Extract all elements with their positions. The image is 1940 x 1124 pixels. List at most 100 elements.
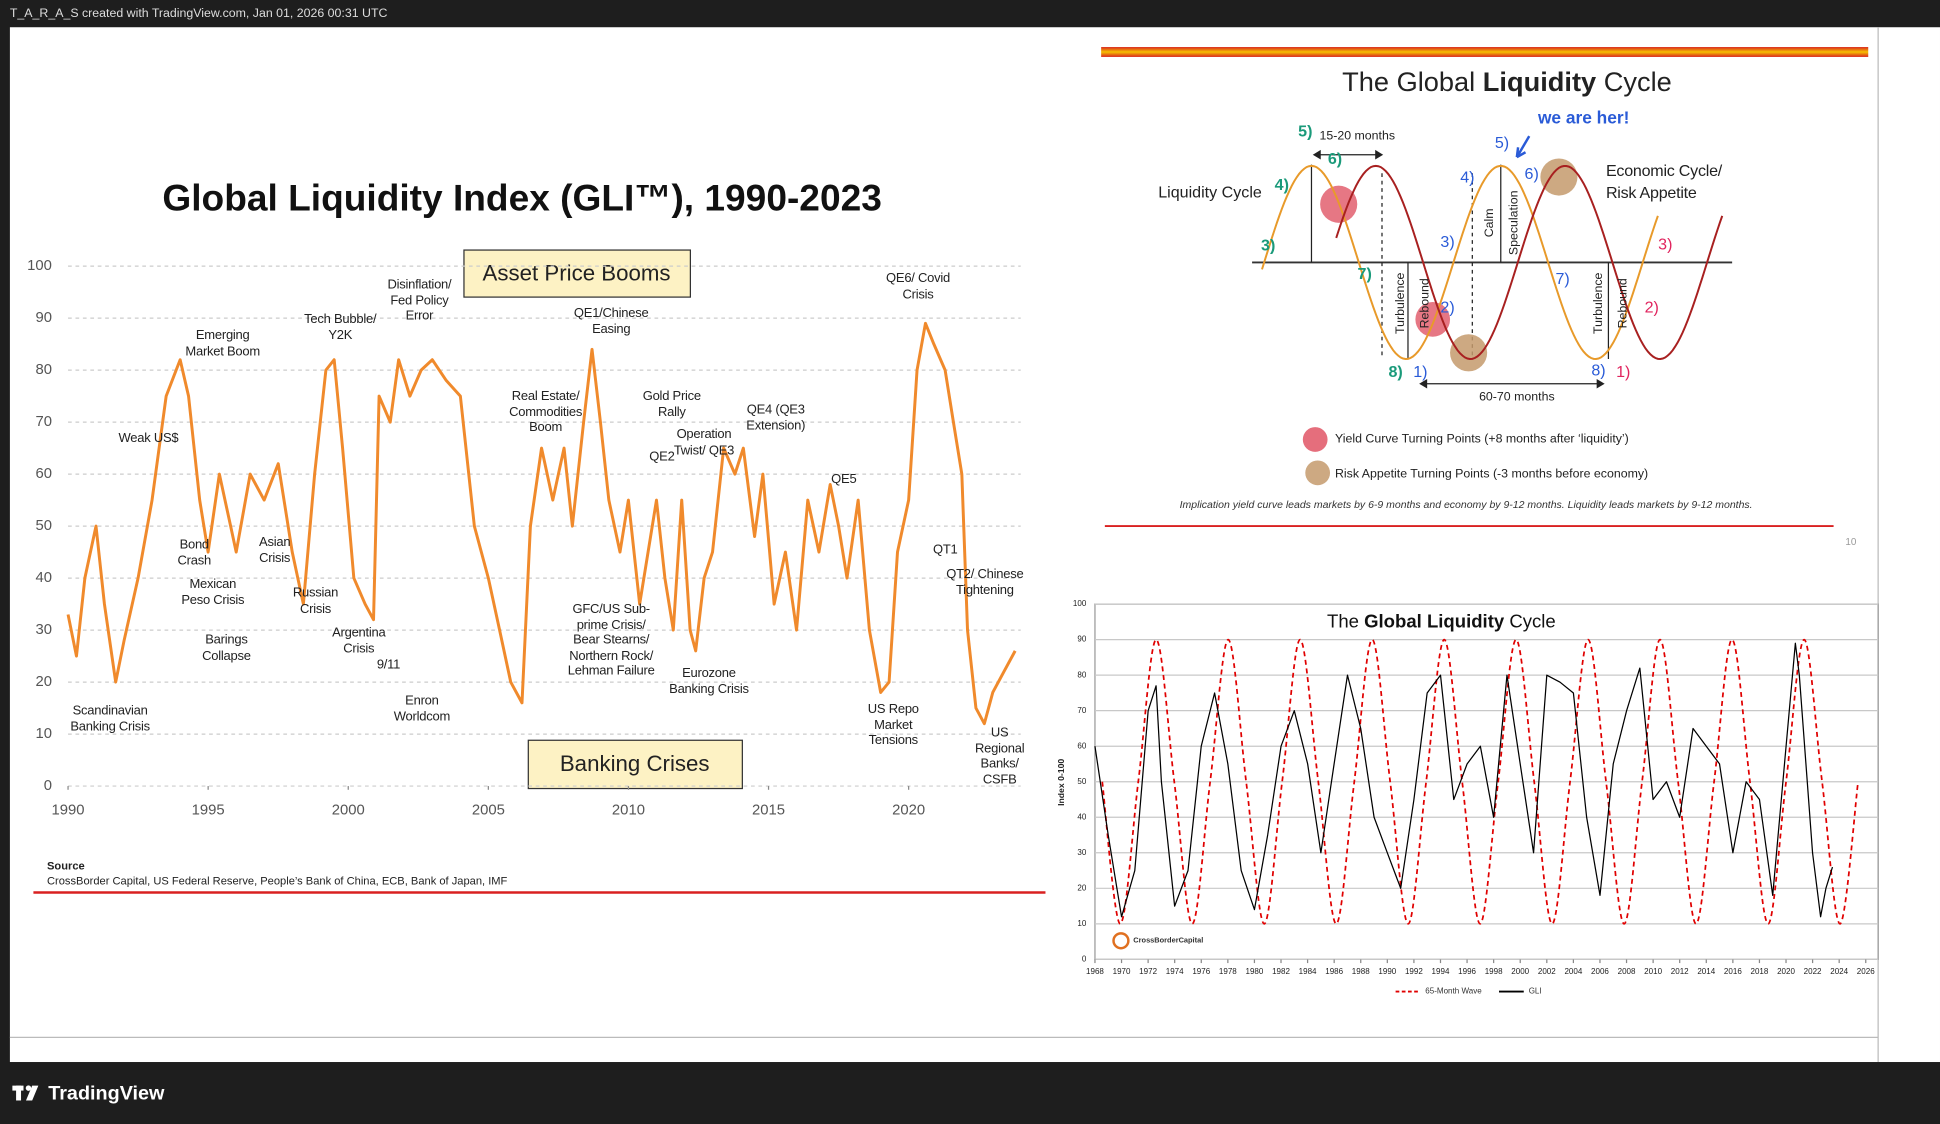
y-tick-label: 90 xyxy=(35,310,52,326)
y-tick-label: 100 xyxy=(27,258,52,274)
top-bar xyxy=(0,0,1940,28)
legend-label: GLI xyxy=(1529,987,1542,996)
logo-mark xyxy=(1112,932,1130,950)
phase-label: Calm xyxy=(1482,208,1496,237)
x-tick-label: 2004 xyxy=(1564,967,1582,976)
footer-brand: TradingView xyxy=(48,1083,165,1105)
chart-title: Global Liquidity Index (GLI™), 1990-2023 xyxy=(162,176,881,218)
phase-label: Turbulence xyxy=(1591,272,1605,334)
phase-label: Speculation xyxy=(1507,190,1521,255)
phase-label: Rebound xyxy=(1418,278,1432,328)
x-tick-label: 1970 xyxy=(1113,967,1131,976)
annotation: QE4 (QE3 Extension) xyxy=(746,402,806,433)
x-tick-label: 1984 xyxy=(1299,967,1317,976)
legend-label: 65-Month Wave xyxy=(1425,987,1482,996)
pointer-arrow xyxy=(1515,135,1531,159)
annotation: QE2 xyxy=(649,449,675,465)
annotation: QE5 xyxy=(831,471,857,487)
x-tick-label: 2010 xyxy=(612,803,645,819)
y-tick-label: 80 xyxy=(1077,670,1086,679)
annotation: Bond Crash xyxy=(177,537,212,568)
diagram-label: Economic Cycle/ Risk Appetite xyxy=(1605,160,1723,202)
page-number: 10 xyxy=(1845,537,1856,548)
x-tick-label: 2010 xyxy=(1644,967,1662,976)
annotation: Mexican Peso Crisis xyxy=(181,576,245,608)
diagram-label: 3) xyxy=(1440,233,1454,251)
y-axis-label: Index 0-100 xyxy=(1056,759,1066,806)
tv-logo xyxy=(12,1085,39,1101)
diagram-label: 60-70 months xyxy=(1479,390,1555,404)
x-tick-label: 1990 xyxy=(1378,967,1396,976)
annotation: QE6/ Covid Crisis xyxy=(886,271,951,302)
y-tick-label: 30 xyxy=(35,622,52,638)
x-tick-label: 2016 xyxy=(1724,967,1742,976)
x-tick-label: 2020 xyxy=(1777,967,1795,976)
annotation: US Regional Banks/ CSFB xyxy=(975,725,1025,787)
diagram-label: 1) xyxy=(1413,363,1427,381)
diagram-label: 8) xyxy=(1591,362,1605,380)
x-tick-label: 2018 xyxy=(1751,967,1769,976)
y-tick-label: 0 xyxy=(1082,954,1087,963)
y-tick-label: 10 xyxy=(35,726,52,742)
annotation: Eurozone Banking Crisis xyxy=(669,665,749,697)
annotation: QT1 xyxy=(932,542,958,558)
annotation: Weak US$ xyxy=(118,430,179,446)
y-tick-label: 40 xyxy=(1077,812,1086,821)
x-tick-label: 1996 xyxy=(1458,967,1476,976)
y-tick-label: 20 xyxy=(1077,883,1086,892)
annotation: 9/11 xyxy=(376,657,401,673)
diagram-label: 6) xyxy=(1328,150,1342,168)
cycle-wave xyxy=(1335,164,1724,360)
diagram-label: 5) xyxy=(1495,134,1509,152)
y-tick-label: 30 xyxy=(1077,848,1086,857)
data-line xyxy=(66,321,1017,726)
diagram-label: 6) xyxy=(1525,165,1539,183)
diagram-label: 1) xyxy=(1616,363,1630,381)
annotation: Gold Price Rally xyxy=(642,388,701,420)
x-tick-label: 1995 xyxy=(192,803,225,819)
annotation: Real Estate/ Commodities Boom xyxy=(509,388,583,435)
diagram-label: 4) xyxy=(1275,176,1289,194)
annotation: Emerging Market Boom xyxy=(185,328,260,359)
x-tick-label: 2002 xyxy=(1538,967,1556,976)
x-tick-label: 2012 xyxy=(1671,967,1689,976)
x-tick-label: 1990 xyxy=(52,803,85,819)
chart-title: The Global Liquidity Cycle xyxy=(1327,611,1556,632)
x-tick-label: 2008 xyxy=(1618,967,1636,976)
phase-label: Turbulence xyxy=(1393,272,1407,334)
turning-points xyxy=(1302,158,1578,486)
annotation: US Repo Market Tensions xyxy=(867,701,919,748)
annotation: Tech Bubble/ Y2K xyxy=(304,311,377,343)
x-tick-label: 2014 xyxy=(1697,967,1715,976)
x-tick-label: 1974 xyxy=(1166,967,1184,976)
x-tick-label: 1982 xyxy=(1272,967,1290,976)
diagram-label: 8) xyxy=(1388,363,1402,381)
x-tick-label: 2022 xyxy=(1804,967,1822,976)
y-tick-label: 90 xyxy=(1077,635,1086,644)
y-tick-label: 50 xyxy=(35,518,52,534)
annotation: Russian Crisis xyxy=(292,585,339,616)
x-tick-label: 2000 xyxy=(332,803,365,819)
source-label: Source xyxy=(47,860,85,872)
logo-text: CrossBorderCapital xyxy=(1133,936,1203,945)
x-tick-label: 2015 xyxy=(752,803,785,819)
x-tick-label: 1994 xyxy=(1432,967,1450,976)
diagram-label: 7) xyxy=(1358,265,1372,283)
annotation: Enron Worldcom xyxy=(393,693,451,724)
source: CrossBorder Capital, US Federal Reserve,… xyxy=(47,875,508,887)
x-tick-label: 2005 xyxy=(472,803,505,819)
legend-text: Yield Curve Turning Points (+8 months af… xyxy=(1335,432,1629,446)
diagram-label: 7) xyxy=(1555,270,1569,288)
diagram-label: 5) xyxy=(1298,123,1312,141)
x-tick-label: 2024 xyxy=(1830,967,1848,976)
annotation: Asian Crisis xyxy=(259,534,291,566)
annotation: Operation Twist/ QE3 xyxy=(673,427,735,458)
callout: Banking Crises xyxy=(560,751,710,776)
y-tick-label: 50 xyxy=(1077,777,1086,786)
cycle-wave xyxy=(1261,164,1659,360)
y-tick-label: 0 xyxy=(44,778,52,794)
x-tick-label: 1976 xyxy=(1192,967,1210,976)
annotation: Disinflation/ Fed Policy Error xyxy=(387,277,452,324)
x-tick-label: 2006 xyxy=(1591,967,1609,976)
header-text: T_A_R_A_S created with TradingView.com, … xyxy=(10,6,388,20)
